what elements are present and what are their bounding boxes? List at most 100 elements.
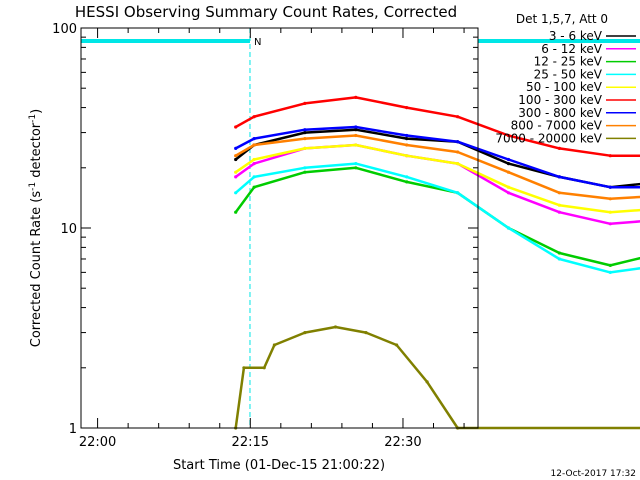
series-5-point-3 [354,95,358,99]
series-7-point-0 [234,154,238,158]
series-7-point-8 [608,197,612,201]
series-5-point-2 [303,101,307,105]
series-4-point-2 [303,146,307,150]
series-line-4 [234,143,640,214]
footer-timestamp: 12-Oct-2017 17:32 [551,469,636,479]
series-4-point-8 [608,210,612,214]
series-7-point-2 [303,137,307,141]
series-6-point-0 [234,146,238,150]
series-4-point-5 [456,162,460,166]
series-7 [234,133,640,201]
series-6-point-5 [456,140,460,144]
series-4-point-6 [506,185,511,189]
series-8-point-6 [364,331,368,335]
series-0-point-3 [354,128,358,132]
series-1-point-1 [252,162,256,166]
legend-label-0: 3 - 6 keV [549,29,603,43]
series-7-point-7 [557,191,562,195]
series-0-point-6 [506,162,511,166]
legend-label-3: 25 - 50 keV [534,67,603,81]
y-axis-label-main: Corrected Count Rate (s [29,191,44,348]
y-tick-label-2: 100 [52,22,77,37]
series-8-point-8 [425,380,429,384]
series-3-point-2 [303,166,307,170]
series-7-point-4 [405,143,409,147]
night-marker: N [254,37,261,48]
series-7-point-1 [252,143,256,147]
series-6-point-1 [252,137,256,141]
series-5-point-6 [506,133,511,138]
series-8-point-2 [262,366,266,370]
series-6 [234,125,640,189]
series-3-point-0 [234,191,238,195]
series-7-point-6 [506,170,511,174]
y-axis-label-sup1: -1 [28,182,38,191]
series-5-point-0 [234,125,238,129]
series-2-point-2 [303,170,307,174]
series-3-point-5 [456,191,460,195]
series-3-point-3 [354,162,358,166]
x-tick-label-3: 22:00 [79,435,116,450]
series-7-point-5 [456,150,460,154]
legend-header: Det 1,5,7, Att 0 [516,12,608,26]
y-tick-label-0: 1 [69,422,77,437]
series-3-point-6 [506,226,511,230]
legend-label-8: 7000 - 20000 keV [495,131,602,145]
x-tick-label-4: 22:15 [232,435,269,450]
series-5-point-5 [456,115,460,119]
series-5-point-4 [405,106,409,110]
series-2-point-3 [354,166,358,170]
series-3-point-4 [405,175,409,179]
series-4-point-7 [557,203,562,207]
series-3 [234,162,640,274]
y-axis-label: Corrected Count Rate (s-1 detector-1) [28,109,44,347]
series-5 [234,95,640,158]
series-8-point-5 [333,325,338,329]
y-tick-label-1: 10 [60,222,77,237]
legend-label-1: 6 - 12 keV [541,42,603,56]
series-4-point-0 [234,170,238,174]
series-7-point-3 [354,133,358,138]
series-2-point-0 [234,210,238,214]
series-8-point-7 [395,343,399,347]
series-0-point-4 [405,137,409,141]
y-axis-label-mid: detector [29,122,44,182]
series-8-point-3 [272,343,276,347]
series-3-point-7 [557,257,562,261]
series-6-point-7 [557,175,562,179]
x-tick-label-5: 22:30 [384,435,421,450]
series-3-point-1 [252,175,256,179]
legend-label-2: 12 - 25 keV [534,55,603,69]
series-6-point-6 [506,157,511,162]
series-6-point-2 [303,128,307,132]
series-8-point-1 [242,366,246,370]
y-axis-label-end: ) [29,109,44,114]
series-1-point-6 [506,191,511,195]
series-1-point-7 [557,210,562,214]
series-1-point-8 [608,222,612,226]
series-6-point-4 [405,133,409,138]
chart-title: HESSI Observing Summary Count Rates, Cor… [75,3,457,21]
series-0-point-0 [234,157,238,162]
series-2-point-7 [557,251,562,255]
legend-label-6: 300 - 800 keV [518,106,602,120]
legend-label-5: 100 - 300 keV [518,93,602,107]
series-5-point-8 [608,154,612,158]
series-8-point-4 [303,331,307,335]
x-axis-label: Start Time (01-Dec-15 21:00:22) [173,458,385,473]
series-4-point-1 [252,157,256,162]
series-5-point-1 [252,115,256,119]
series-0-point-2 [303,131,307,135]
series-2-point-1 [252,185,256,189]
series-3-point-8 [608,270,612,274]
series-6-point-8 [608,185,612,189]
series-4-point-4 [405,154,409,158]
y-axis-label-sup2: -1 [28,114,38,123]
series-8 [234,325,640,430]
series-2-point-8 [608,263,612,267]
series-2-point-4 [405,180,409,184]
plot-area: N [81,28,640,430]
legend-label-7: 800 - 7000 keV [511,119,603,133]
